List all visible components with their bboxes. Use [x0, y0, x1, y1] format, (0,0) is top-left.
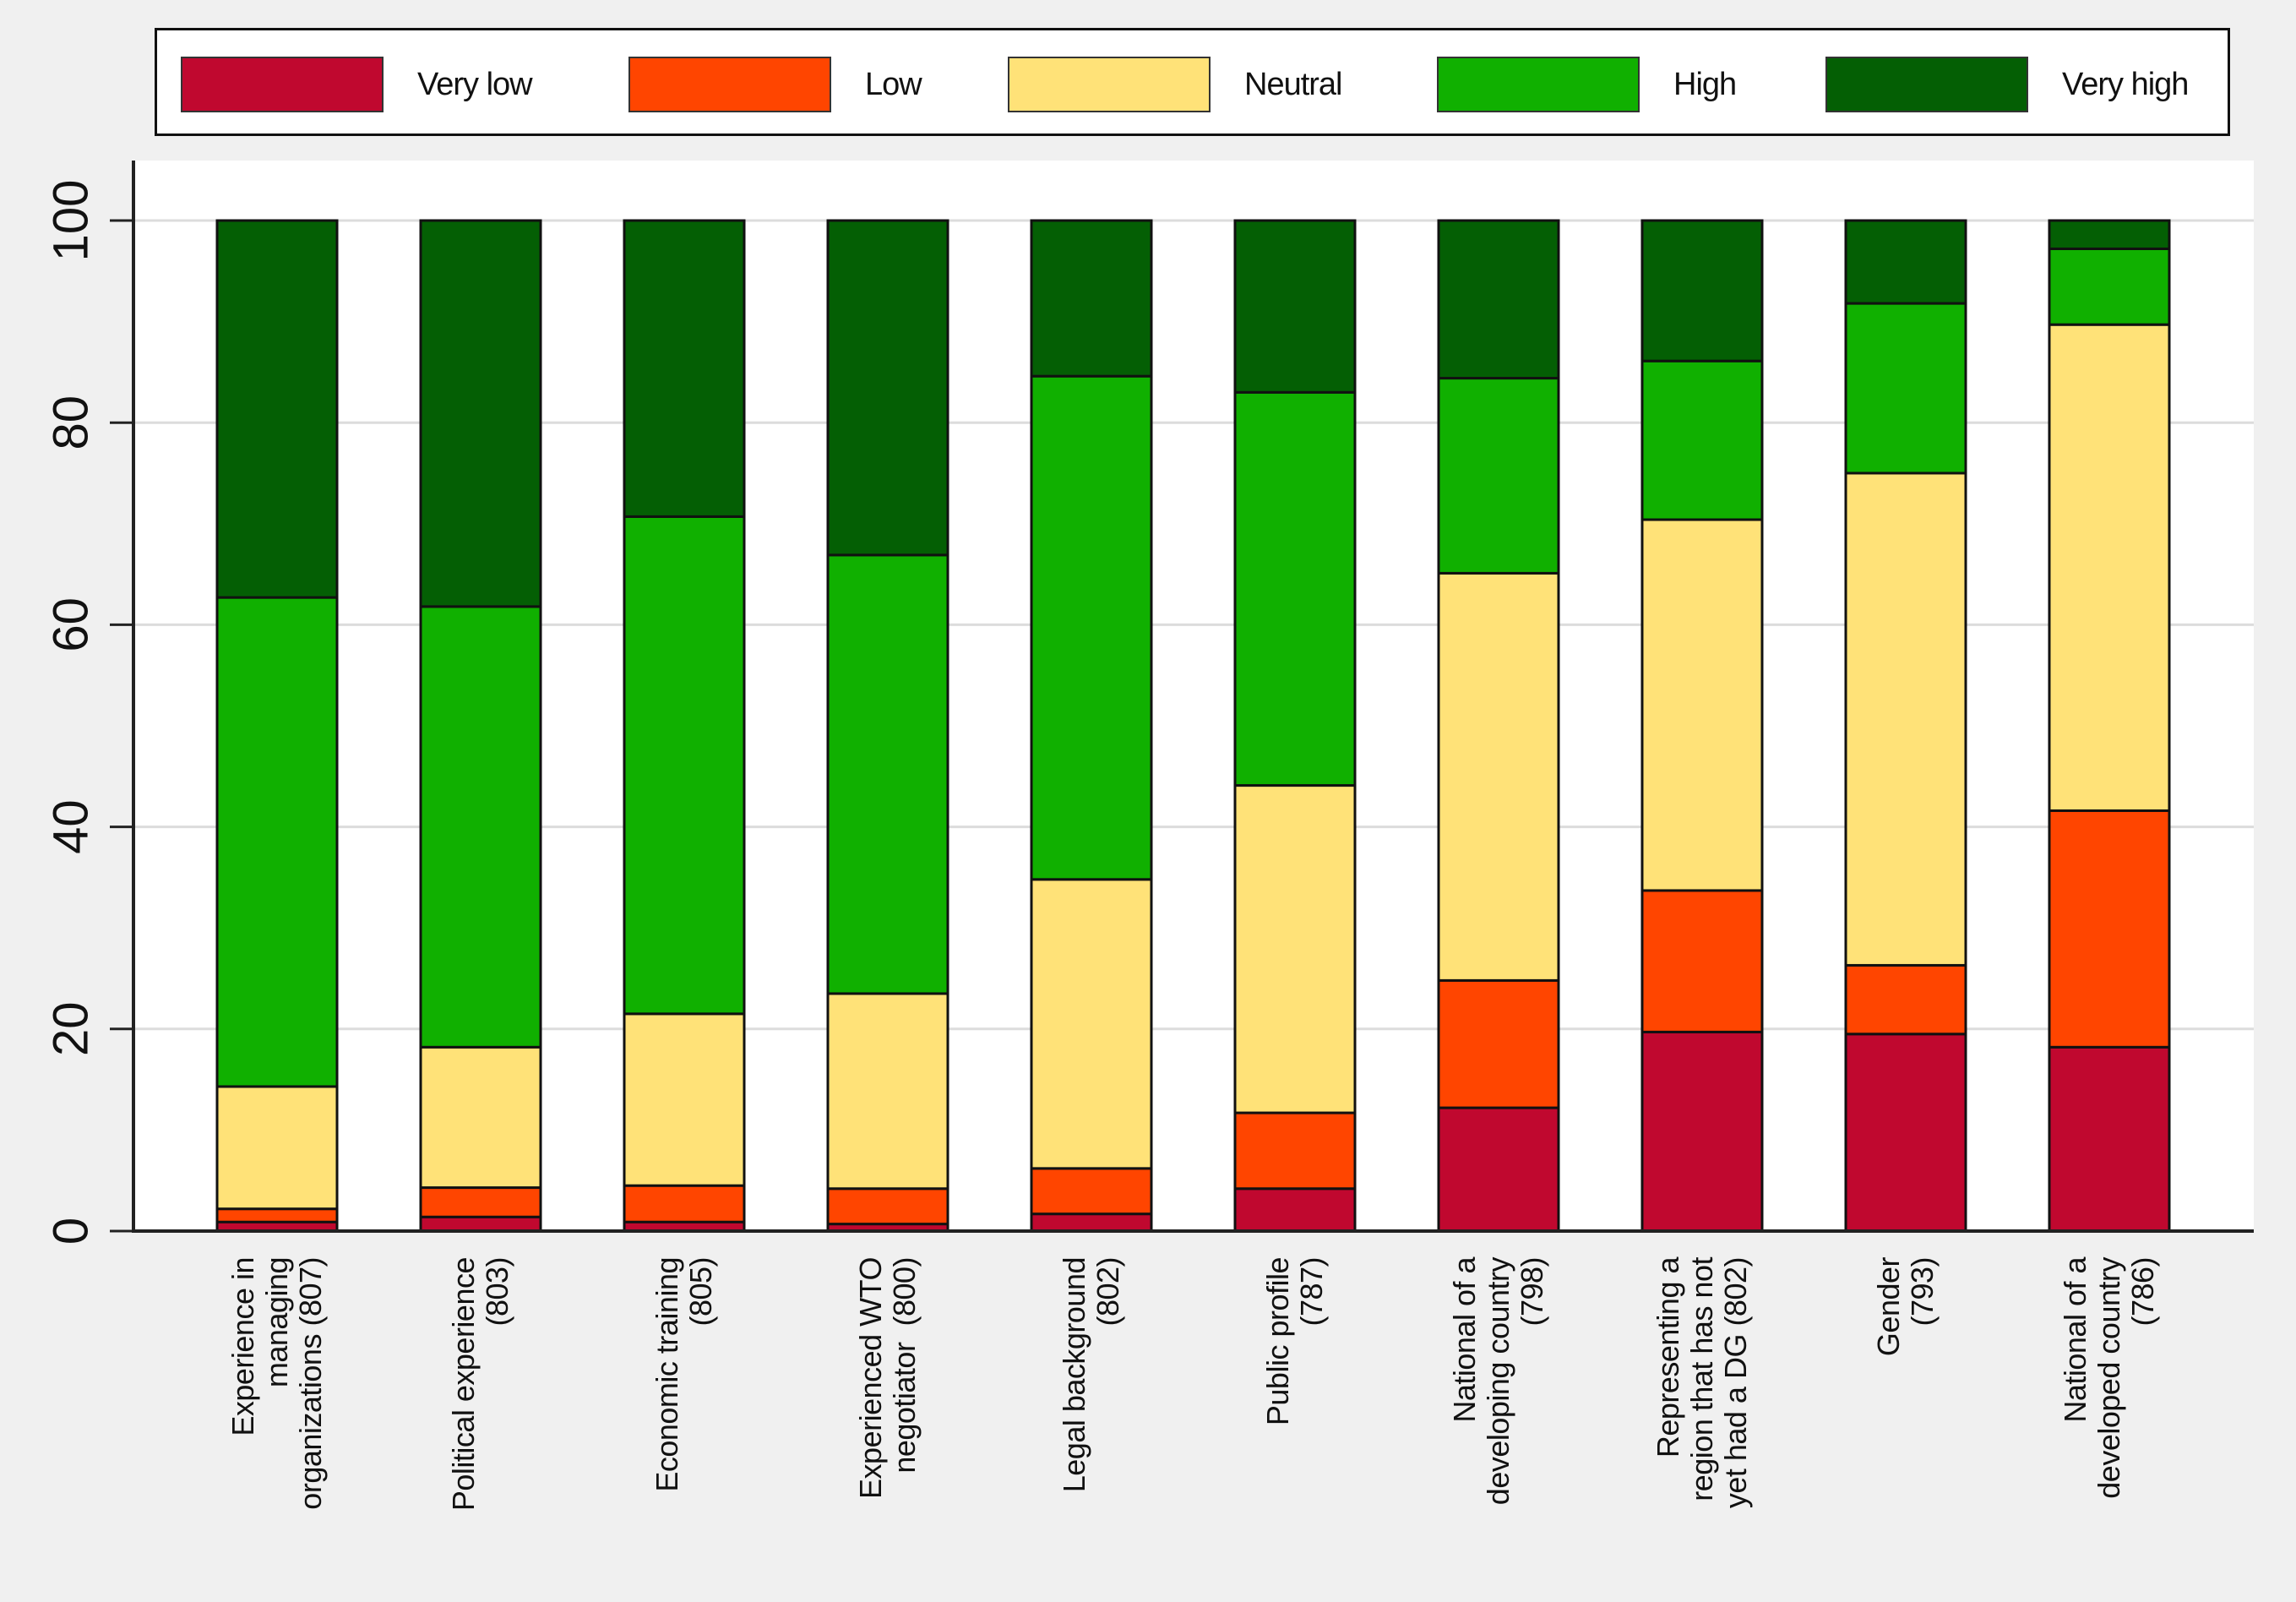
bar-segment-high	[1437, 377, 1560, 575]
legend-label: Very high	[2062, 66, 2189, 102]
bar-segment-neutral	[2048, 323, 2171, 812]
y-tick-label: 40	[43, 799, 98, 854]
bar-segment-very-high	[623, 219, 746, 518]
bar-segment-very-high	[215, 219, 339, 599]
x-tick-label: Public profile (787)	[1260, 1257, 1329, 1426]
bar-segment-low	[1844, 963, 1967, 1036]
legend-swatch	[1437, 57, 1640, 112]
bar-segment-very-low	[1640, 1030, 1764, 1233]
legend-swatch	[1825, 57, 2028, 112]
bar-segment-neutral	[1233, 784, 1357, 1114]
x-tick-label: Gender (793)	[1871, 1257, 1940, 1357]
y-tick-label: 20	[43, 1002, 98, 1057]
x-tick-label: Economic training (805)	[650, 1257, 718, 1492]
legend-swatch	[628, 57, 831, 112]
bar-segment-high	[1640, 359, 1764, 521]
legend: Very low Low Neutral High Very high	[155, 28, 2230, 136]
bar-segment-neutral	[623, 1012, 746, 1187]
bar-segment-low	[2048, 809, 2171, 1049]
bar-segment-very-high	[1233, 219, 1357, 394]
bar-segment-low	[1233, 1111, 1357, 1191]
y-tick-label: 60	[43, 597, 98, 652]
bar-segment-neutral	[1640, 518, 1764, 892]
legend-item: Very low	[181, 56, 533, 113]
x-tick-label: Legal background (802)	[1057, 1257, 1125, 1493]
legend-swatch	[181, 57, 384, 112]
bar-segment-low	[623, 1184, 746, 1223]
bar-segment-high	[419, 605, 542, 1049]
bar-segment-very-low	[2048, 1045, 2171, 1233]
bar-segment-neutral	[215, 1085, 339, 1211]
bar-segment-high	[215, 596, 339, 1088]
bar-segment-neutral	[419, 1045, 542, 1190]
bar-segment-very-low	[1030, 1212, 1153, 1233]
bar-segment-very-low	[1437, 1106, 1560, 1233]
bar-segment-neutral	[1030, 878, 1153, 1170]
bar-segment-low	[215, 1207, 339, 1223]
x-tick-label: National of a developed country (786)	[2058, 1257, 2160, 1499]
y-tick-label: 80	[43, 395, 98, 450]
bar-segment-low	[1640, 889, 1764, 1033]
x-tick-label: National of a developing country (798)	[1447, 1257, 1549, 1506]
bar-segment-very-high	[1640, 219, 1764, 362]
x-tick-label: Political experience (803)	[446, 1257, 514, 1512]
bar-segment-very-low	[419, 1215, 542, 1233]
legend-label: Low	[865, 66, 922, 102]
bar-segment-high	[1030, 374, 1153, 881]
legend-item: Very high	[1825, 56, 2189, 113]
x-tick-label: Experienced WTO negotiator (800)	[853, 1257, 922, 1499]
bar-segment-low	[826, 1187, 949, 1226]
bar-segment-very-low	[1844, 1033, 1967, 1233]
bar-segment-neutral	[826, 992, 949, 1191]
bar-segment-neutral	[1437, 571, 1560, 982]
bar-segment-very-high	[1844, 219, 1967, 305]
bar-segment-very-high	[826, 219, 949, 557]
legend-item: High	[1437, 56, 1737, 113]
bar-segment-low	[1437, 978, 1560, 1109]
legend-label: Neutral	[1244, 66, 1342, 102]
bar-segment-very-low	[1233, 1187, 1357, 1233]
x-tick-label: Experience in managing organizations (80…	[226, 1257, 328, 1510]
bar-segment-very-high	[419, 219, 542, 608]
bar-segment-low	[1030, 1167, 1153, 1216]
bar-segment-high	[826, 553, 949, 995]
legend-label: Very low	[417, 66, 533, 102]
y-tick-label: 100	[43, 180, 98, 262]
bar-segment-high	[1233, 390, 1357, 787]
legend-item: Neutral	[1008, 56, 1342, 113]
bar-segment-neutral	[1844, 471, 1967, 967]
legend-item: Low	[628, 56, 922, 113]
bar-segment-high	[1844, 302, 1967, 475]
y-tick-label: 0	[43, 1218, 98, 1245]
bar-segment-very-high	[1030, 219, 1153, 378]
legend-label: High	[1673, 66, 1737, 102]
legend-swatch	[1008, 57, 1211, 112]
bar-segment-low	[419, 1186, 542, 1218]
x-tick-label: Representing a region that has not yet h…	[1651, 1257, 1753, 1509]
bar-segment-high	[2048, 247, 2171, 326]
bar-segment-very-high	[2048, 219, 2171, 250]
bar-segment-very-high	[1437, 219, 1560, 380]
bar-segment-high	[623, 515, 746, 1016]
